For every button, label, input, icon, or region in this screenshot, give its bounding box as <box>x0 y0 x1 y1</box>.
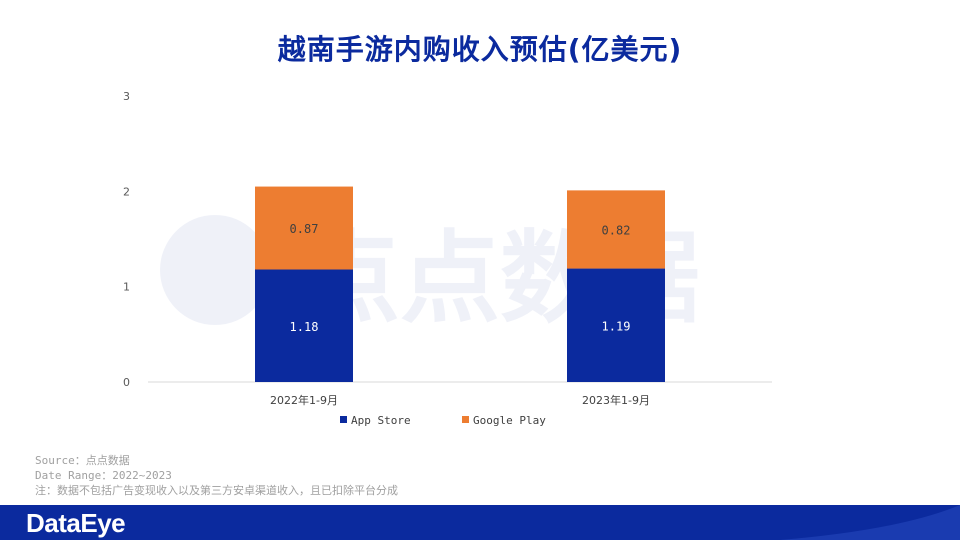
y-tick-label: 1 <box>123 281 130 294</box>
disclaimer-note: 注：数据不包括广告变现收入以及第三方安卓渠道收入，且已扣除平台分成 <box>35 484 398 497</box>
chart-title: 越南手游内购收入预估(亿美元) <box>277 33 683 66</box>
stacked-bar-chart: 0 1 2 3 1.18 0.87 2022年1-9月 1.19 0.82 2023年1-9月 Ap… <box>123 90 772 427</box>
x-tick-label: 2022年1-9月 <box>270 393 338 407</box>
dataeye-logo: DataEye <box>26 508 126 538</box>
legend-label: App Store <box>351 414 411 427</box>
y-tick-label: 0 <box>123 376 130 389</box>
bar-segment <box>255 186 353 270</box>
notes: Source：点点数据 Date Range：2022~2023 注：数据不包括… <box>35 453 398 498</box>
watermark-logo-icon <box>160 215 270 325</box>
source-note: Source：点点数据 <box>35 454 130 467</box>
bar-segment <box>567 268 665 382</box>
data-label: 1.19 <box>602 319 631 333</box>
legend-swatch <box>462 416 469 423</box>
data-label: 0.82 <box>602 223 631 237</box>
date-range-note: Date Range：2022~2023 <box>35 469 172 482</box>
watermark: 点点数据 <box>160 215 700 335</box>
data-label: 1.18 <box>290 320 319 334</box>
data-label: 0.87 <box>290 222 319 236</box>
bar-segment <box>567 190 665 269</box>
x-tick-label: 2023年1-9月 <box>582 393 650 407</box>
footer-decoration <box>780 505 960 540</box>
y-tick-label: 3 <box>123 90 130 103</box>
legend-swatch <box>340 416 347 423</box>
footer-bar: DataEye <box>0 505 960 540</box>
y-tick-label: 2 <box>123 185 130 198</box>
legend-label: Google Play <box>473 414 546 427</box>
bar-segment <box>255 269 353 382</box>
